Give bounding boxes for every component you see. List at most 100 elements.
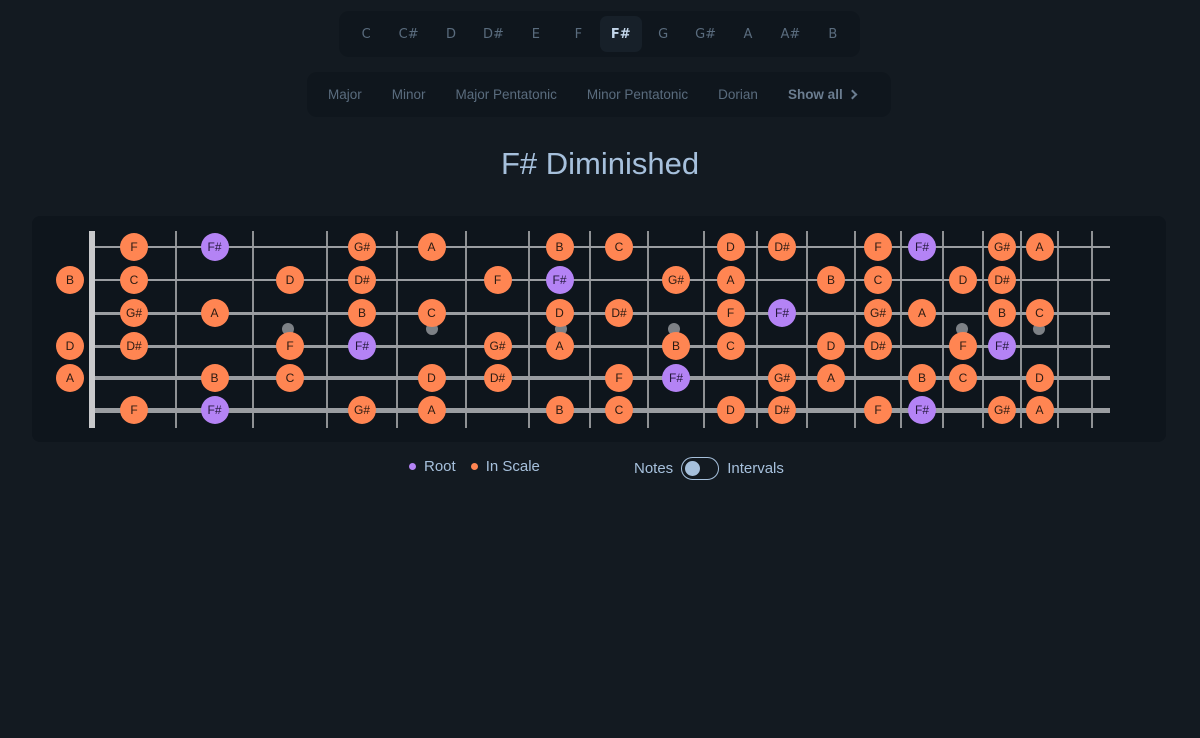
legend-in-scale-label: In Scale — [485, 458, 540, 475]
note-marker[interactable]: B — [56, 266, 84, 294]
note-marker[interactable]: F# — [988, 332, 1016, 360]
note-marker[interactable]: D# — [605, 299, 633, 327]
note-marker[interactable]: D — [817, 332, 845, 360]
note-marker[interactable]: A — [1025, 396, 1054, 424]
scale-tab-major-pentatonic[interactable]: Major Pentatonic — [455, 87, 557, 102]
key-button-f-sharp[interactable]: F# — [599, 16, 642, 52]
note-marker[interactable]: F# — [908, 396, 936, 424]
note-marker[interactable]: A — [56, 364, 84, 392]
scale-tab-minor[interactable]: Minor — [391, 87, 426, 102]
key-button-a[interactable]: A — [743, 26, 753, 42]
note-marker[interactable]: D# — [348, 266, 376, 294]
key-button-d-sharp[interactable]: D# — [483, 26, 504, 42]
note-marker[interactable]: G# — [864, 299, 892, 327]
note-marker[interactable]: G# — [768, 364, 796, 392]
note-marker[interactable]: B — [662, 332, 690, 360]
key-button-e[interactable]: E — [531, 26, 540, 42]
note-marker[interactable]: B — [908, 364, 936, 392]
note-marker[interactable]: A — [817, 364, 845, 392]
key-button-g[interactable]: G — [658, 26, 669, 42]
scale-tab-minor-pentatonic[interactable]: Minor Pentatonic — [586, 87, 689, 102]
show-all-button[interactable]: Show all — [773, 87, 871, 102]
note-marker[interactable]: F# — [200, 233, 229, 261]
note-marker[interactable]: G# — [348, 396, 376, 424]
fret-wire-8 — [647, 231, 649, 428]
key-button-c-sharp[interactable]: C# — [398, 26, 419, 42]
note-marker[interactable]: F# — [768, 299, 796, 327]
note-marker[interactable]: A — [908, 299, 936, 327]
note-marker[interactable]: G# — [988, 233, 1016, 261]
scale-tab-major[interactable]: Major — [328, 87, 362, 102]
note-marker[interactable]: C — [949, 364, 977, 392]
note-marker[interactable]: D# — [768, 233, 796, 261]
note-marker[interactable]: C — [716, 332, 745, 360]
fret-wire-12 — [854, 231, 856, 428]
note-marker[interactable]: C — [1025, 299, 1054, 327]
note-marker[interactable]: D — [276, 266, 304, 294]
note-marker[interactable]: C — [120, 266, 148, 294]
note-marker[interactable]: B — [988, 299, 1016, 327]
note-marker[interactable]: D# — [483, 364, 512, 392]
note-marker[interactable]: C — [276, 364, 304, 392]
root-dot-icon — [409, 463, 416, 470]
note-marker[interactable]: B — [200, 364, 229, 392]
note-marker[interactable]: C — [605, 233, 633, 261]
note-marker[interactable]: G# — [120, 299, 148, 327]
note-marker[interactable]: A — [417, 233, 446, 261]
notes-intervals-toggle[interactable] — [681, 457, 720, 480]
note-marker[interactable]: A — [200, 299, 229, 327]
notes-label: Notes — [634, 460, 674, 477]
key-button-c[interactable]: C — [361, 26, 371, 42]
note-marker[interactable]: G# — [988, 396, 1016, 424]
string-6 — [92, 407, 1110, 413]
key-selector: C C# D D# E F F# G G# A A# B — [339, 11, 860, 57]
note-marker[interactable]: F# — [662, 364, 690, 392]
note-marker[interactable]: D# — [864, 332, 892, 360]
note-marker[interactable]: F — [276, 332, 304, 360]
key-button-a-sharp[interactable]: A# — [780, 26, 801, 42]
key-button-g-sharp[interactable]: G# — [695, 26, 717, 42]
note-marker[interactable]: G# — [483, 332, 512, 360]
note-marker[interactable]: F# — [200, 396, 229, 424]
note-marker[interactable]: D# — [120, 332, 148, 360]
note-marker[interactable]: B — [348, 299, 376, 327]
note-marker[interactable]: C — [417, 299, 446, 327]
note-marker[interactable]: F — [864, 396, 892, 424]
note-marker[interactable]: D — [1025, 364, 1054, 392]
note-marker[interactable]: F — [120, 233, 148, 261]
note-marker[interactable]: A — [716, 266, 745, 294]
note-marker[interactable]: D — [56, 332, 84, 360]
note-marker[interactable]: D# — [768, 396, 796, 424]
note-marker[interactable]: B — [545, 233, 574, 261]
note-marker[interactable]: F — [949, 332, 977, 360]
note-marker[interactable]: A — [545, 332, 574, 360]
note-marker[interactable]: F# — [545, 266, 574, 294]
key-button-d[interactable]: D — [446, 26, 457, 42]
scale-tab-dorian[interactable]: Dorian — [718, 87, 758, 102]
note-marker[interactable]: A — [1025, 233, 1054, 261]
note-marker[interactable]: D — [716, 396, 745, 424]
note-marker[interactable]: C — [864, 266, 892, 294]
note-marker[interactable]: G# — [348, 233, 376, 261]
key-button-f[interactable]: F — [574, 26, 583, 42]
key-button-b[interactable]: B — [828, 26, 838, 42]
note-marker[interactable]: F — [483, 266, 512, 294]
note-marker[interactable]: D — [545, 299, 574, 327]
note-marker[interactable]: A — [417, 396, 446, 424]
note-marker[interactable]: F — [120, 396, 148, 424]
note-marker[interactable]: B — [545, 396, 574, 424]
note-marker[interactable]: F — [864, 233, 892, 261]
note-marker[interactable]: D# — [988, 266, 1016, 294]
note-marker[interactable]: C — [605, 396, 633, 424]
note-marker[interactable]: B — [817, 266, 845, 294]
note-marker[interactable]: D — [716, 233, 745, 261]
note-marker[interactable]: F — [605, 364, 633, 392]
fret-wire-6 — [528, 231, 530, 428]
note-marker[interactable]: F — [716, 299, 745, 327]
note-marker[interactable]: G# — [662, 266, 690, 294]
string-4 — [92, 344, 1110, 348]
note-marker[interactable]: D — [949, 266, 977, 294]
note-marker[interactable]: D — [417, 364, 446, 392]
note-marker[interactable]: F# — [348, 332, 376, 360]
note-marker[interactable]: F# — [908, 233, 936, 261]
